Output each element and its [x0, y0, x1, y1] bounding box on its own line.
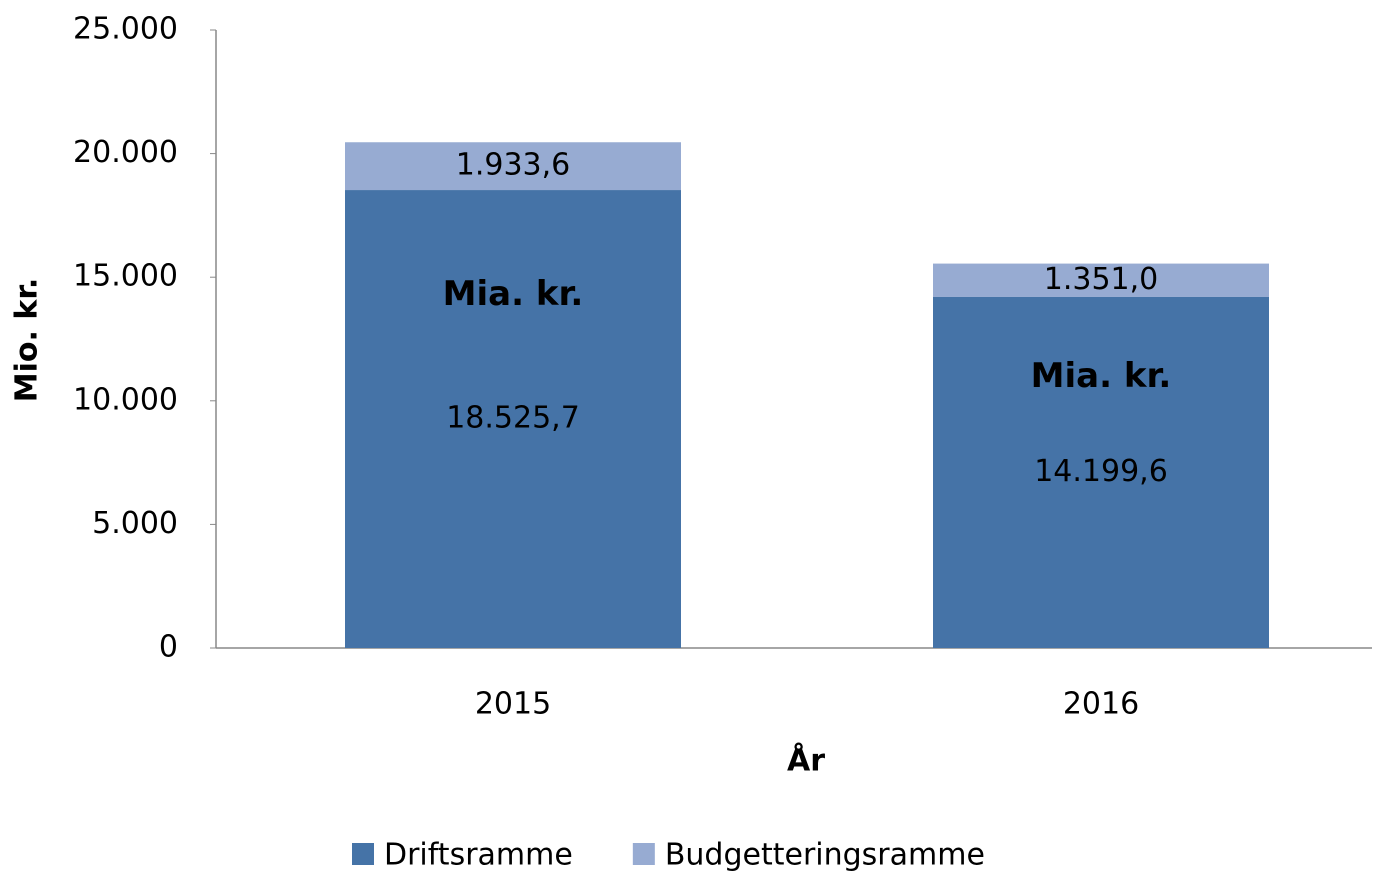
y-tick-label: 0 — [159, 630, 178, 665]
y-axis-title: Mio. kr. — [10, 278, 45, 402]
legend-swatch — [352, 843, 374, 865]
bar-segment — [933, 296, 1269, 648]
legend-label: Driftsramme — [384, 838, 573, 873]
y-tick-label: 20.000 — [73, 135, 178, 170]
data-label: 1.351,0 — [1044, 262, 1159, 297]
bar-segment — [345, 190, 681, 649]
annotation: Mia. kr. — [443, 274, 584, 314]
y-tick-label: 5.000 — [92, 506, 178, 541]
bar-segment — [345, 142, 681, 191]
x-axis-title: År — [787, 742, 825, 779]
x-tick-label: 2015 — [475, 687, 551, 722]
data-label: 1.933,6 — [456, 148, 571, 183]
y-tick-label: 25.000 — [73, 12, 178, 47]
y-tick-label: 15.000 — [73, 259, 178, 294]
y-tick-label: 10.000 — [73, 382, 178, 417]
data-label: 18.525,7 — [446, 401, 580, 436]
data-label: 14.199,6 — [1034, 454, 1168, 489]
annotation: Mia. kr. — [1031, 356, 1172, 396]
x-tick-label: 2016 — [1063, 687, 1139, 722]
bar-segment — [933, 263, 1269, 297]
legend-swatch — [632, 843, 655, 865]
legend-label: Budgetteringsramme — [665, 838, 985, 873]
